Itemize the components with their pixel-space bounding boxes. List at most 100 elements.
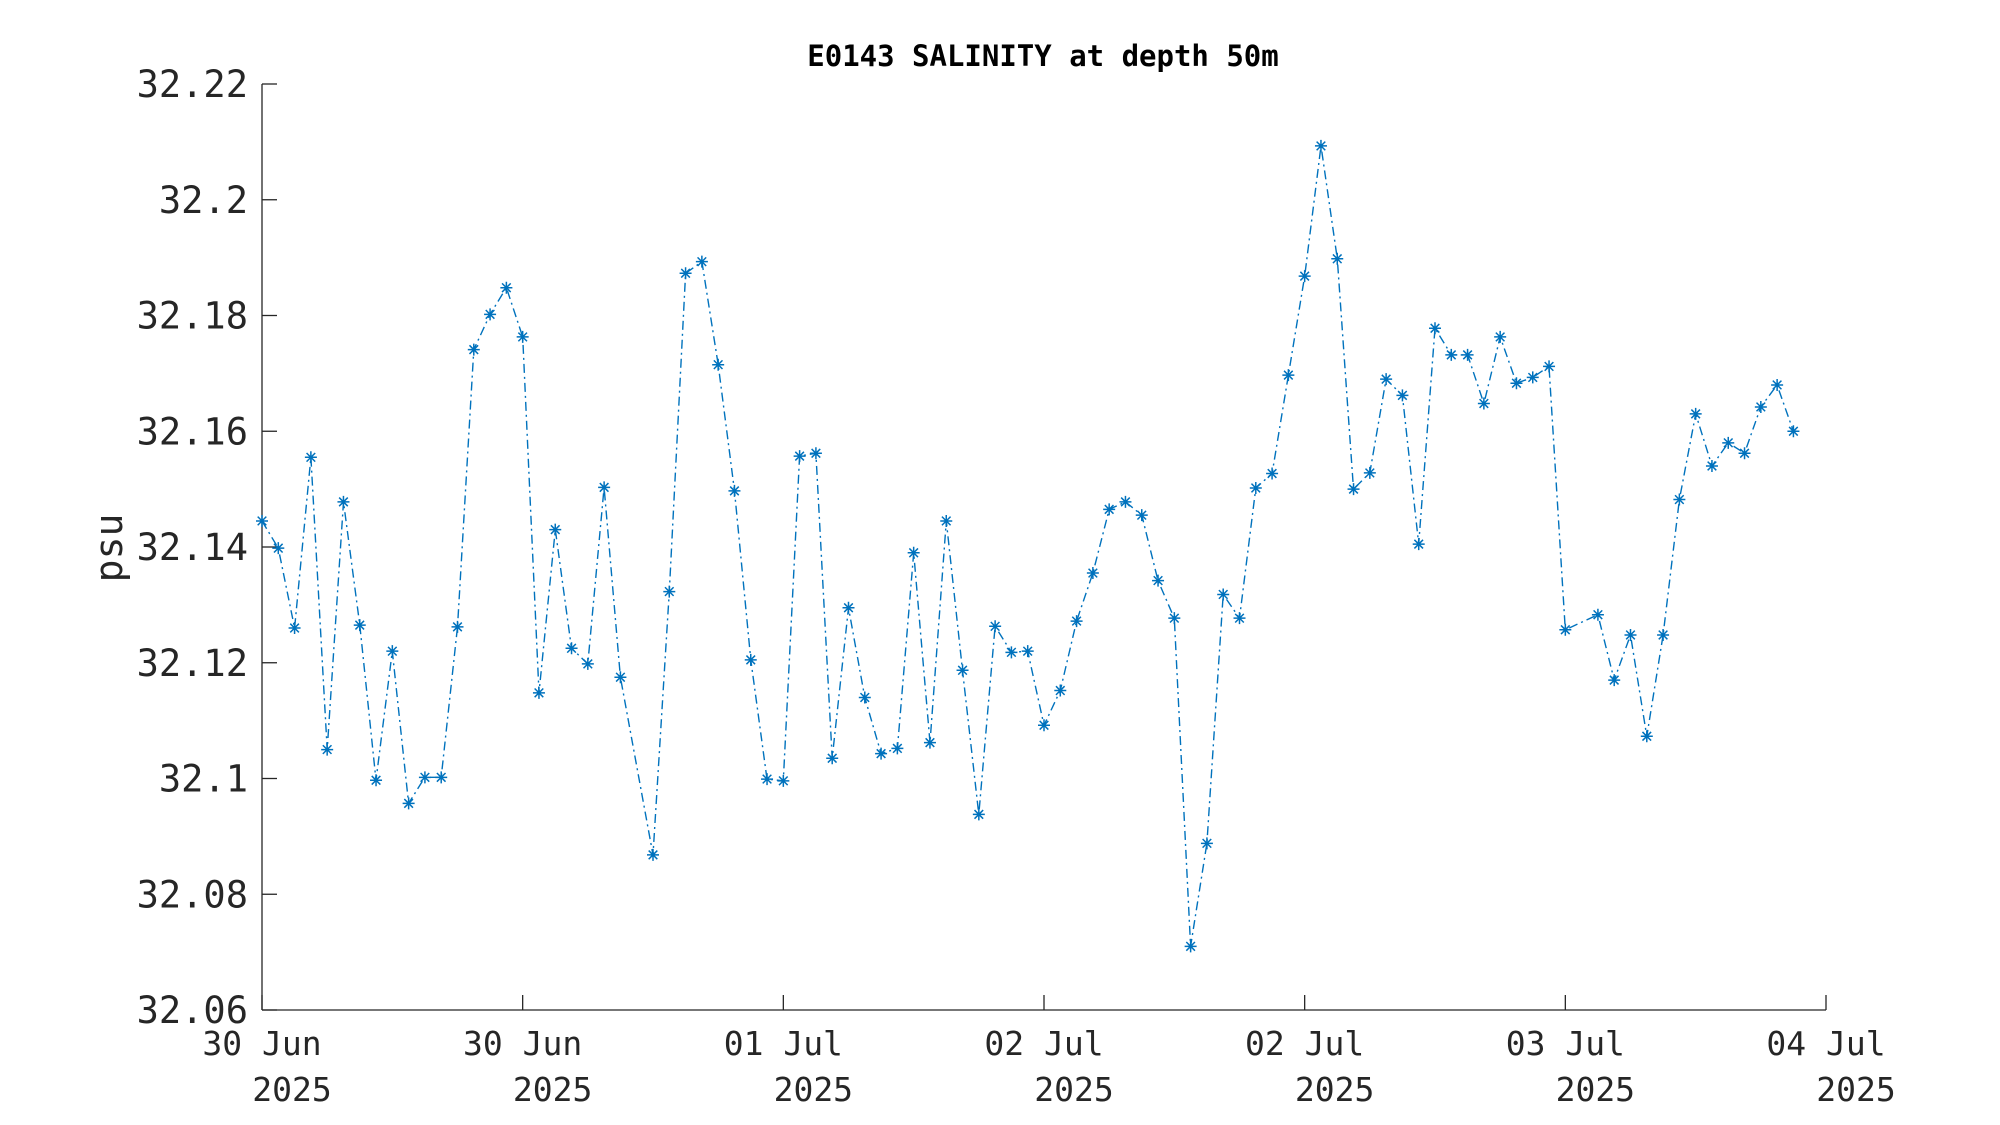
y-tick-label: 32.1 xyxy=(159,758,248,801)
data-point xyxy=(1021,645,1034,658)
data-point xyxy=(1184,940,1197,953)
data-point xyxy=(1673,493,1686,506)
data-point xyxy=(1266,467,1279,480)
data-point xyxy=(956,664,969,677)
data-point xyxy=(565,642,578,655)
data-point xyxy=(304,451,317,464)
x-tick-label-year: 2025 xyxy=(1556,1070,1635,1109)
data-point xyxy=(826,752,839,765)
data-point xyxy=(1494,330,1507,343)
series-line xyxy=(261,145,1795,947)
data-point xyxy=(1461,348,1474,361)
data-point xyxy=(761,773,774,786)
data-point xyxy=(1331,252,1344,265)
data-point xyxy=(1086,567,1099,580)
data-point xyxy=(858,691,871,704)
data-point xyxy=(1738,447,1751,460)
data-point xyxy=(679,267,692,280)
data-point xyxy=(1298,270,1311,283)
data-point xyxy=(402,797,415,810)
data-point xyxy=(1249,481,1262,494)
data-point xyxy=(1347,483,1360,496)
data-point xyxy=(1608,674,1621,687)
data-point xyxy=(516,330,529,343)
x-tick-label: 30 Jun xyxy=(202,1024,321,1063)
data-point xyxy=(1380,373,1393,386)
x-tick-label-year: 2025 xyxy=(513,1070,592,1109)
y-tick-label: 32.06 xyxy=(137,989,248,1032)
data-point xyxy=(1559,623,1572,636)
data-point xyxy=(1705,459,1718,472)
data-point xyxy=(1005,646,1018,659)
data-point xyxy=(1543,360,1556,373)
data-point xyxy=(321,743,334,756)
data-point xyxy=(386,645,399,658)
data-point xyxy=(484,308,497,321)
data-point xyxy=(1787,425,1800,438)
data-point xyxy=(695,255,708,268)
x-tick-label-year: 2025 xyxy=(1295,1070,1374,1109)
data-point xyxy=(467,343,480,356)
data-point xyxy=(1722,436,1735,449)
x-tick-label-year: 2025 xyxy=(252,1070,331,1109)
y-tick-label: 32.22 xyxy=(137,63,248,106)
data-point xyxy=(923,736,936,749)
y-tick-label: 32.14 xyxy=(137,526,248,569)
data-point xyxy=(663,585,676,598)
data-point xyxy=(1152,574,1165,587)
data-point xyxy=(1119,495,1132,508)
data-point xyxy=(1217,588,1230,601)
data-point xyxy=(370,774,383,787)
data-point xyxy=(647,848,659,861)
data-point xyxy=(1510,377,1523,390)
chart-title: E0143 SALINITY at depth 50m xyxy=(807,39,1278,73)
data-point xyxy=(1477,397,1490,410)
data-point xyxy=(875,747,888,760)
data-point xyxy=(581,657,594,670)
y-axis-label: psu xyxy=(87,514,131,583)
x-tick-label: 02 Jul xyxy=(984,1024,1103,1063)
data-point xyxy=(744,653,757,666)
y-ticks: 32.06 32.08 32.1 32.12 32.14 32.16 32.18 32.2 32… xyxy=(137,63,277,1032)
data-point xyxy=(1282,369,1295,382)
series xyxy=(256,139,1800,953)
data-point xyxy=(532,686,545,699)
data-point xyxy=(891,742,904,755)
data-point xyxy=(793,450,806,463)
data-point xyxy=(353,619,366,632)
data-point xyxy=(1526,371,1539,384)
data-point xyxy=(272,542,285,555)
data-point xyxy=(1070,615,1083,628)
data-point xyxy=(940,514,953,527)
data-point xyxy=(1657,628,1670,641)
data-point xyxy=(1640,730,1653,743)
x-tick-label: 01 Jul xyxy=(724,1024,843,1063)
x-tick-label: 02 Jul xyxy=(1245,1024,1364,1063)
data-point xyxy=(907,546,920,559)
x-ticks: 30 Jun 2025 30 Jun 2025 01 Jul 2025 02 Jul 2025… xyxy=(202,995,1896,1109)
data-point xyxy=(598,481,611,494)
data-point xyxy=(989,620,1002,633)
data-point xyxy=(500,281,513,294)
data-point xyxy=(256,514,268,527)
data-point xyxy=(712,358,725,371)
data-point xyxy=(1038,719,1050,732)
data-point xyxy=(1429,322,1441,335)
data-point xyxy=(614,671,627,684)
data-point xyxy=(1445,348,1458,361)
axes xyxy=(261,84,1826,1011)
x-tick-label: 04 Jul xyxy=(1766,1024,1885,1063)
x-tick-label: 30 Jun xyxy=(463,1024,582,1063)
data-point xyxy=(549,523,562,536)
data-point xyxy=(435,771,448,784)
data-point xyxy=(337,495,350,508)
data-point xyxy=(1591,608,1604,621)
y-tick-label: 32.18 xyxy=(137,295,248,338)
x-tick-label: 03 Jul xyxy=(1506,1024,1625,1063)
data-point xyxy=(1771,378,1784,391)
data-point xyxy=(1624,628,1637,641)
y-tick-label: 32.12 xyxy=(137,642,248,685)
data-point xyxy=(418,771,431,784)
y-tick-label: 32.16 xyxy=(137,410,248,453)
data-point xyxy=(1135,509,1148,522)
